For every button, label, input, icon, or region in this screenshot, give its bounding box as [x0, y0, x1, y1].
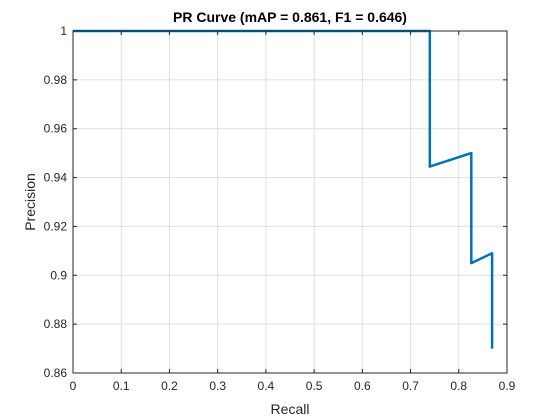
- y-axis-label: Precision: [22, 173, 38, 231]
- x-axis-label: Recall: [271, 401, 310, 417]
- x-tick-label: 0.1: [113, 379, 130, 393]
- y-tick-label: 0.88: [44, 317, 68, 331]
- y-tick-label: 1: [60, 24, 67, 38]
- x-tick-label: 0.7: [402, 379, 419, 393]
- y-tick-label: 0.92: [44, 219, 68, 233]
- y-tick-label: 0.98: [44, 73, 68, 87]
- y-tick-label: 0.96: [44, 122, 68, 136]
- x-tick-label: 0.5: [306, 379, 323, 393]
- x-tick-label: 0.3: [209, 379, 226, 393]
- y-tick-label: 0.9: [50, 268, 67, 282]
- y-tick-label: 0.94: [44, 171, 68, 185]
- plot-box: [72, 30, 508, 374]
- x-tick-label: 0.8: [450, 379, 467, 393]
- x-tick-label: 0.9: [499, 379, 516, 393]
- ticks: 0 0.1 0.2 0.3 0.4 0.5 0.6 0.7 0.8 0.9 0.86 0.88 0.9 0…: [44, 24, 516, 393]
- x-tick-label: 0.6: [354, 379, 371, 393]
- y-tick-label: 0.86: [44, 366, 68, 380]
- x-tick-label: 0.2: [161, 379, 178, 393]
- x-tick-label: 0: [70, 379, 77, 393]
- chart-title: PR Curve (mAP = 0.861, F1 = 0.646): [173, 9, 407, 25]
- plot-area: [73, 31, 507, 373]
- x-tick-label: 0.4: [258, 379, 275, 393]
